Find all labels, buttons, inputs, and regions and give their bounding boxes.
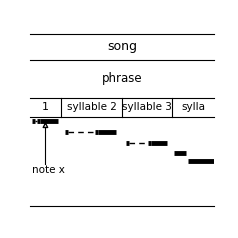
Text: phrase: phrase bbox=[102, 72, 142, 85]
Text: sylla: sylla bbox=[181, 102, 205, 112]
Text: song: song bbox=[107, 40, 137, 53]
Text: note x: note x bbox=[32, 165, 64, 175]
Text: syllable 2: syllable 2 bbox=[67, 102, 116, 112]
Text: syllable 3: syllable 3 bbox=[122, 102, 172, 112]
Text: 1: 1 bbox=[42, 102, 49, 112]
